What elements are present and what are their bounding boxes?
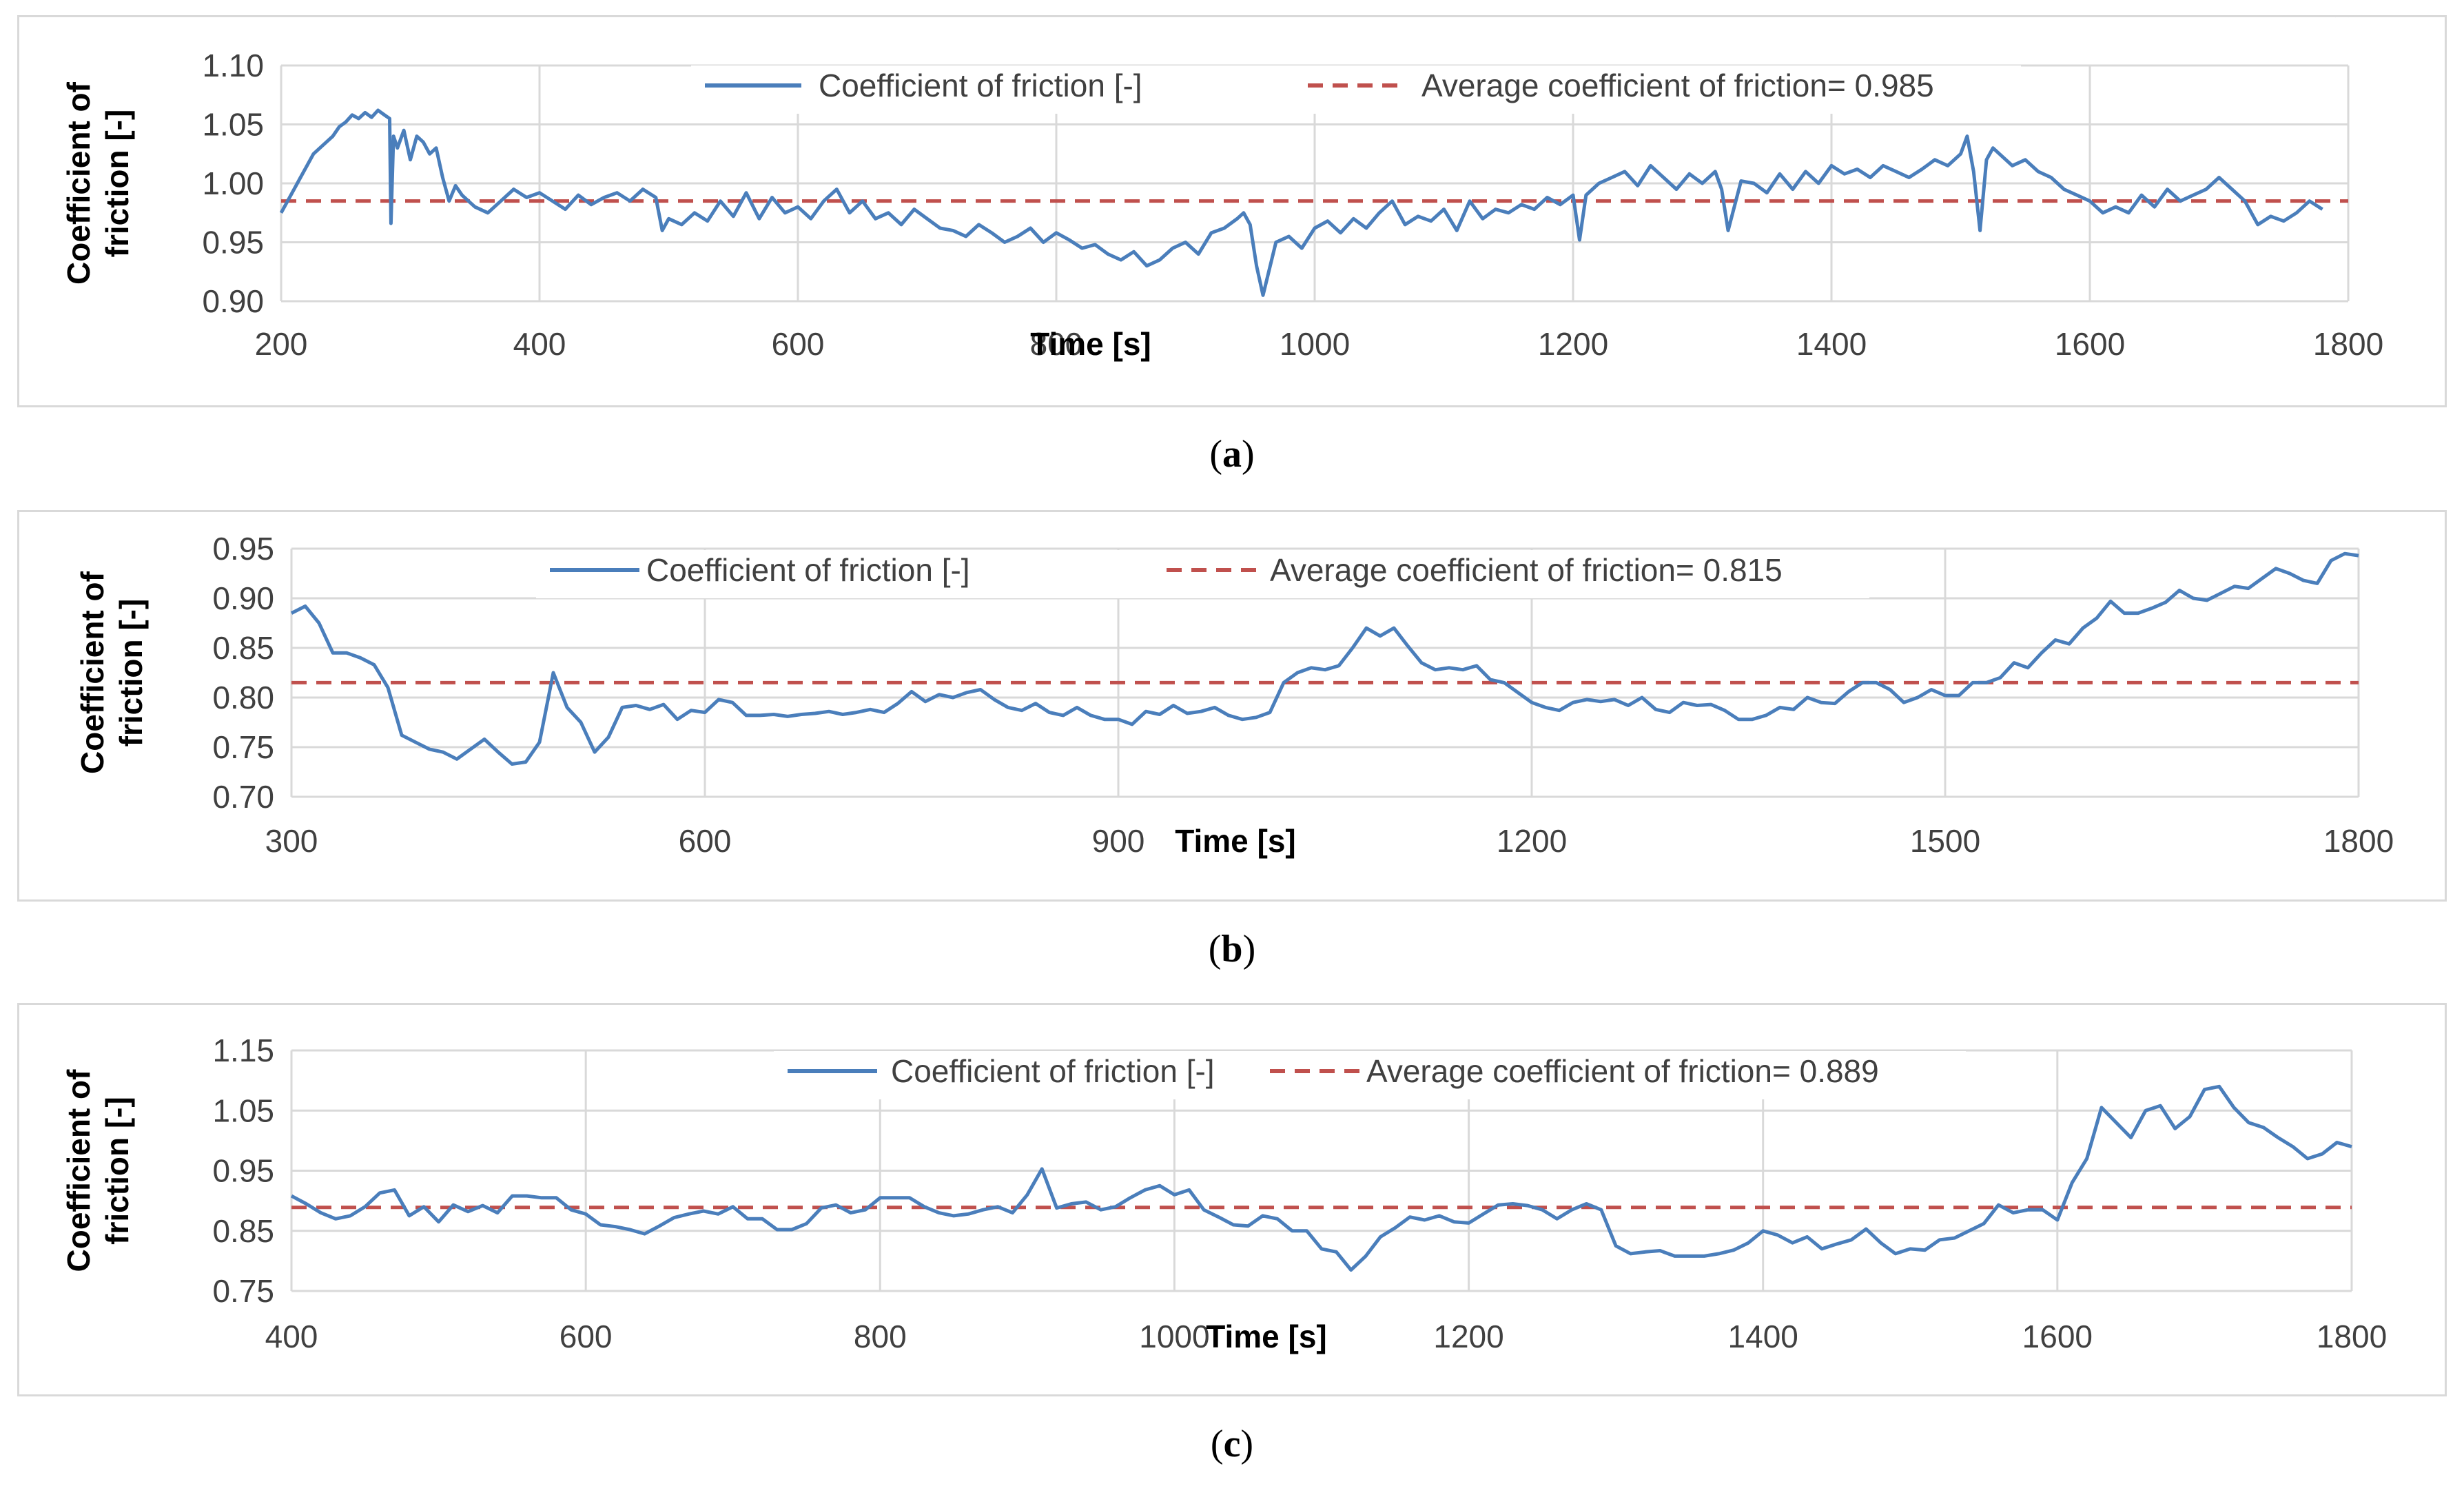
x-tick-label-c: 1000 bbox=[1139, 1319, 1209, 1354]
y-tick-label-c: 0.85 bbox=[212, 1213, 274, 1249]
friction-series-line-c bbox=[290, 1084, 2352, 1272]
y-tick-label-a: 1.10 bbox=[202, 48, 264, 83]
x-tick-label-a: 200 bbox=[255, 326, 308, 362]
chart-panel-c: 400 600 800 1000 1200 1400 1600 1800 0.75 0.85 0.9… bbox=[17, 1003, 2447, 1396]
x-tick-label-c: 1200 bbox=[1433, 1319, 1503, 1354]
y-axis-label-line1-c: Coefficient of bbox=[61, 1069, 96, 1272]
y-tick-label-b: 0.90 bbox=[212, 580, 274, 616]
y-tick-label-b: 0.85 bbox=[212, 630, 274, 666]
x-tick-label-a: 600 bbox=[772, 326, 825, 362]
y-tick-label-a: 1.05 bbox=[202, 107, 264, 143]
y-tick-label-a: 0.95 bbox=[202, 225, 264, 261]
legend-bg-c bbox=[774, 1051, 1966, 1099]
x-tick-label-c: 800 bbox=[854, 1319, 907, 1354]
legend-average-label-b: Average coefficient of friction= 0.815 bbox=[1270, 552, 1783, 588]
x-tick-label-a: 1200 bbox=[1538, 326, 1608, 362]
x-tick-label-b: 1500 bbox=[1910, 823, 1980, 859]
x-tick-label-b: 600 bbox=[679, 823, 732, 859]
x-axis-label-c: Time [s] bbox=[1206, 1319, 1327, 1354]
x-tick-label-b: 1200 bbox=[1497, 823, 1567, 859]
y-axis-label-a: Coefficient of friction [-] bbox=[61, 81, 135, 285]
y-tick-label-a: 1.00 bbox=[202, 165, 264, 201]
caption-a: (a) bbox=[1209, 433, 1255, 476]
legend-series-label-b: Coefficient of friction [-] bbox=[646, 552, 970, 588]
x-tick-label-c: 1800 bbox=[2317, 1319, 2387, 1354]
legend-average-label-a: Average coefficient of friction= 0.985 bbox=[1421, 68, 1934, 103]
x-tick-label-b: 1800 bbox=[2323, 823, 2394, 859]
x-tick-label-a: 1800 bbox=[2313, 326, 2383, 362]
x-axis-label-b: Time [s] bbox=[1175, 823, 1296, 859]
y-axis-label-c: Coefficient of friction [-] bbox=[61, 1069, 135, 1272]
y-tick-label-c: 1.15 bbox=[212, 1033, 274, 1068]
y-tick-label-b: 0.80 bbox=[212, 680, 274, 715]
legend-series-label-a: Coefficient of friction [-] bbox=[819, 68, 1142, 103]
legend-bg-b bbox=[536, 550, 1869, 598]
x-tick-label-b: 300 bbox=[265, 823, 318, 859]
x-tick-label-c: 600 bbox=[559, 1319, 613, 1354]
y-tick-label-a: 0.90 bbox=[202, 283, 264, 319]
friction-chart-a: 200 400 600 800 1000 1200 1400 1600 1800 0.90 0.95… bbox=[61, 17, 2383, 362]
caption-b: (b) bbox=[1208, 928, 1256, 970]
x-tick-label-a: 400 bbox=[513, 326, 566, 362]
x-tick-label-c: 1600 bbox=[2022, 1319, 2093, 1354]
legend-bg-a bbox=[691, 65, 2021, 114]
x-tick-label-c: 1400 bbox=[1728, 1319, 1798, 1354]
x-axis-label-a: Time [s] bbox=[1030, 326, 1151, 362]
y-tick-label-b: 0.70 bbox=[212, 779, 274, 815]
y-axis-label-line2-c: friction [-] bbox=[99, 1097, 135, 1245]
friction-chart-c: 400 600 800 1000 1200 1400 1600 1800 0.75 0.85 0.9… bbox=[61, 1033, 2387, 1354]
legend-series-label-c: Coefficient of friction [-] bbox=[891, 1053, 1215, 1089]
y-axis-label-line1-a: Coefficient of bbox=[61, 81, 96, 285]
x-tick-label-a: 800 bbox=[1030, 326, 1083, 362]
y-tick-label-b: 0.95 bbox=[212, 531, 274, 567]
friction-series-line-a bbox=[279, 108, 2323, 297]
y-axis-label-line2-a: friction [-] bbox=[99, 110, 135, 258]
y-tick-label-c: 0.95 bbox=[212, 1153, 274, 1189]
chart-panel-b: 300 600 900 1200 1500 1800 0.70 0.75 0.80 0.85 0.9… bbox=[17, 510, 2447, 902]
chart-panel-a: 200 400 600 800 1000 1200 1400 1600 1800 0.90 0.95… bbox=[17, 15, 2447, 407]
y-tick-label-c: 1.05 bbox=[212, 1092, 274, 1128]
x-tick-label-a: 1400 bbox=[1796, 326, 1867, 362]
x-tick-label-a: 1000 bbox=[1280, 326, 1350, 362]
caption-c: (c) bbox=[1210, 1423, 1254, 1465]
x-tick-label-c: 400 bbox=[265, 1319, 318, 1354]
y-tick-label-c: 0.75 bbox=[212, 1273, 274, 1309]
y-axis-label-line1-b: Coefficient of bbox=[74, 571, 110, 774]
y-tick-label-b: 0.75 bbox=[212, 729, 274, 765]
x-tick-label-b: 900 bbox=[1092, 823, 1145, 859]
y-axis-label-b: Coefficient of friction [-] bbox=[74, 571, 149, 774]
legend-average-label-c: Average coefficient of friction= 0.889 bbox=[1366, 1053, 1879, 1089]
y-axis-label-line2-b: friction [-] bbox=[113, 599, 149, 747]
x-tick-label-a: 1600 bbox=[2055, 326, 2125, 362]
friction-chart-b: 300 600 900 1200 1500 1800 0.70 0.75 0.80 0.85 0.9… bbox=[74, 531, 2394, 859]
